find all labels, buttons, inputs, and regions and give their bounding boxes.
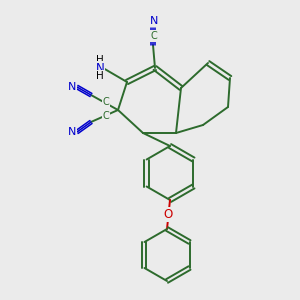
Text: N: N — [150, 16, 158, 26]
Text: O: O — [164, 208, 173, 221]
Text: N: N — [96, 61, 104, 74]
Text: C: C — [151, 31, 158, 41]
Text: C: C — [103, 97, 110, 107]
Text: H: H — [96, 71, 104, 81]
Text: N: N — [68, 127, 76, 137]
Text: C: C — [103, 111, 110, 121]
Text: N: N — [68, 82, 76, 92]
Text: H: H — [96, 55, 104, 65]
